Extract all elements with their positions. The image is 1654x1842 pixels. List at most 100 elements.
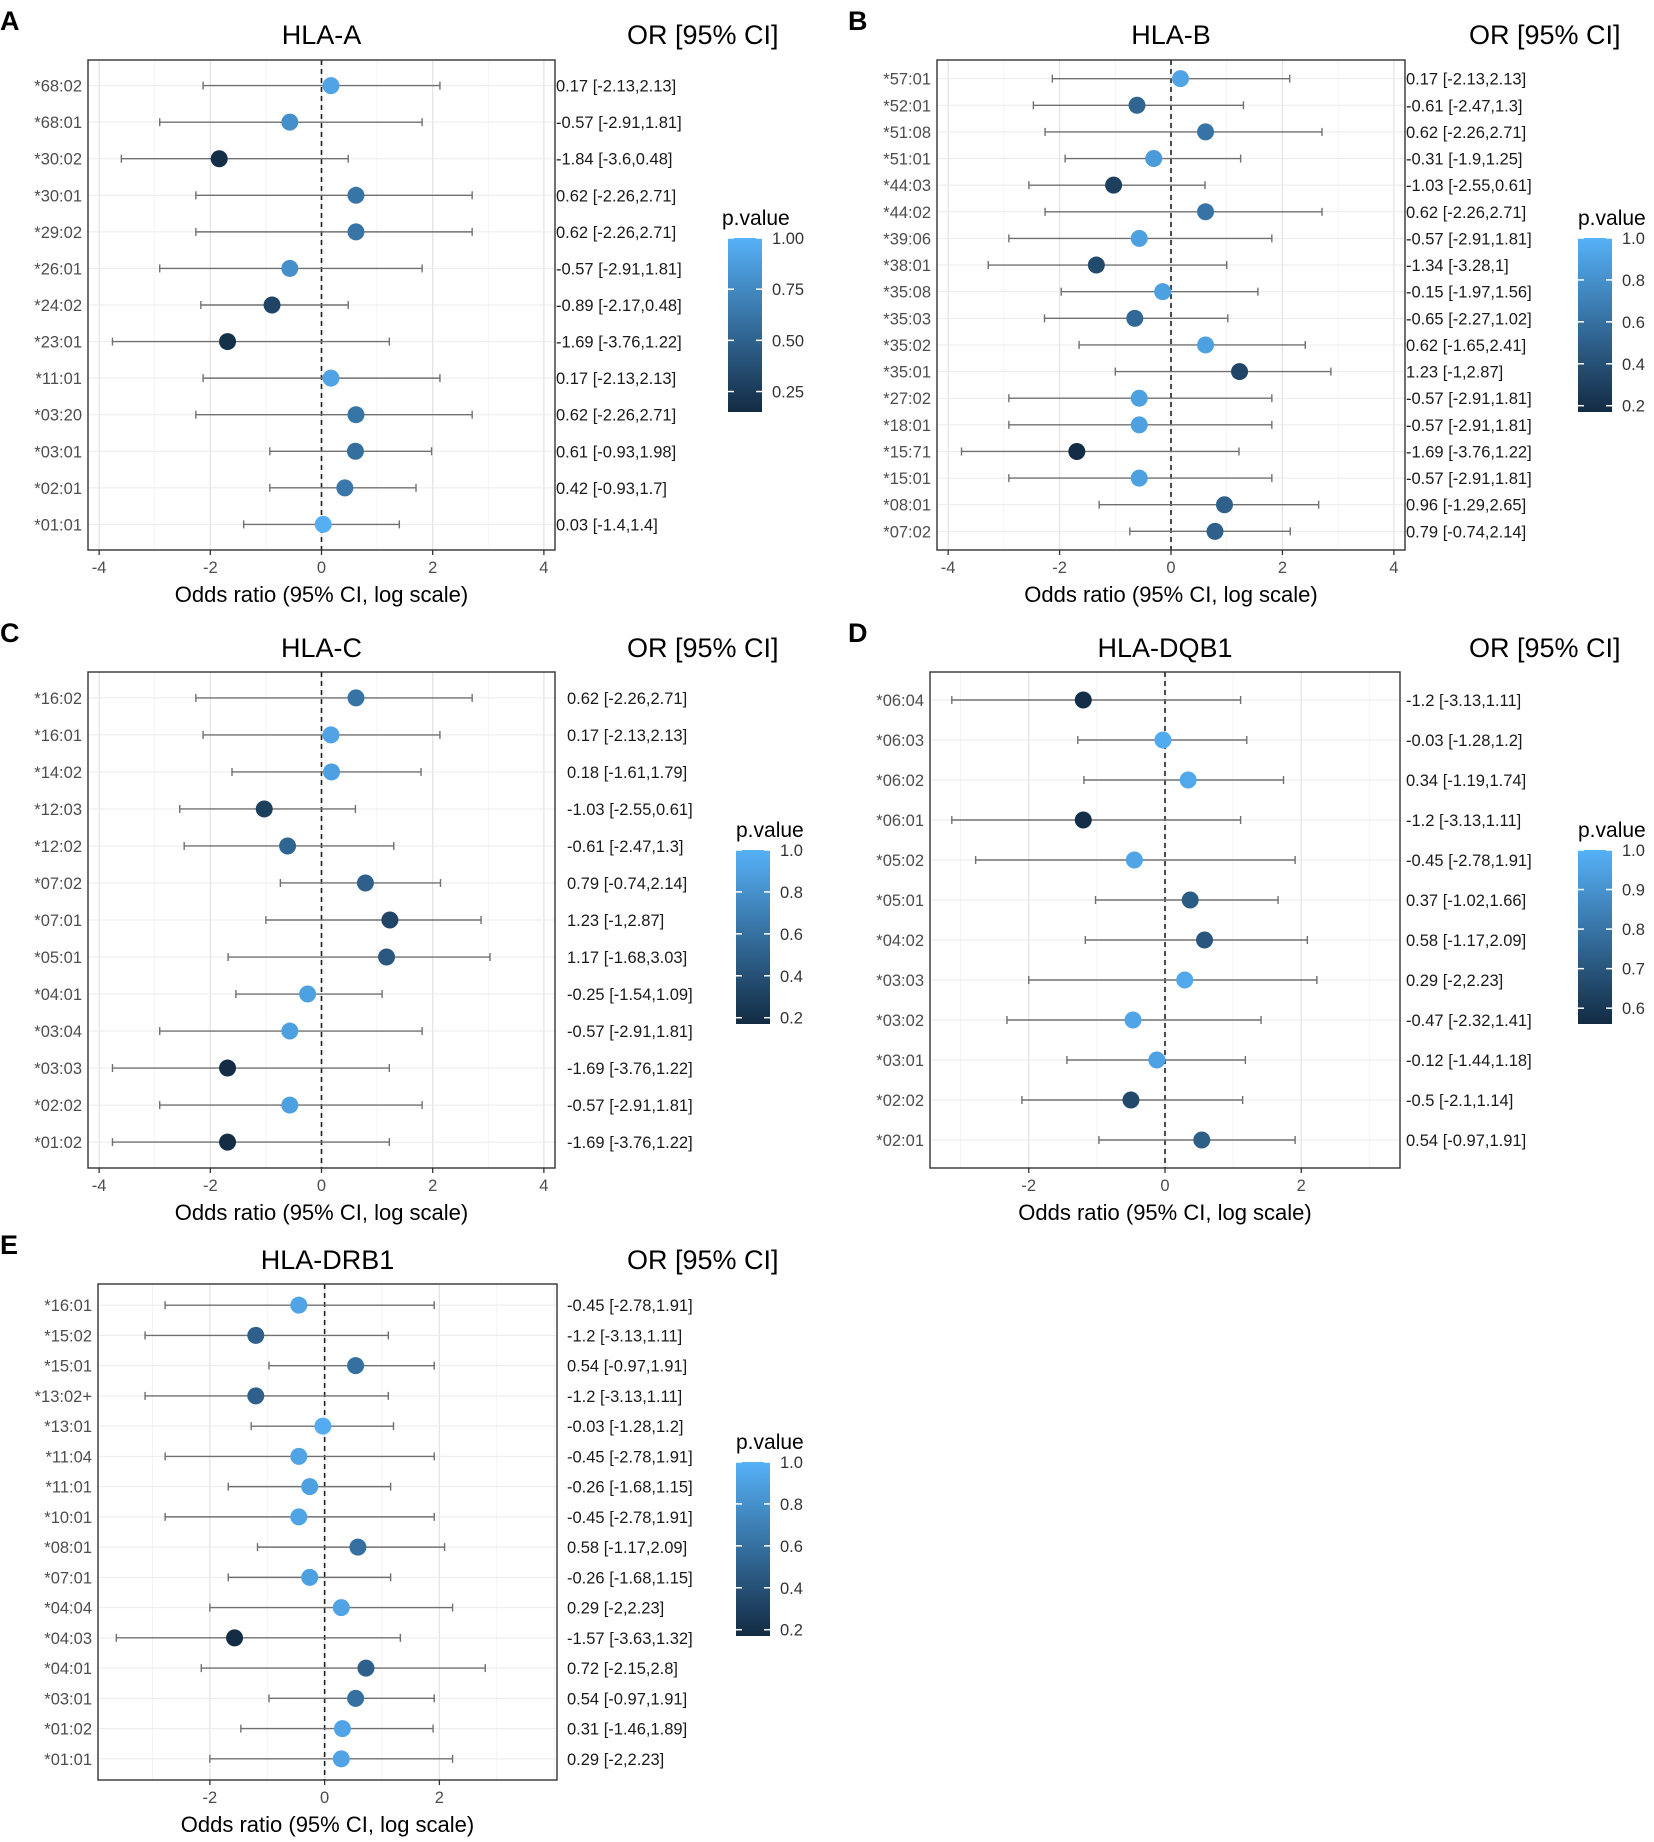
allele-label: *11:04	[46, 1448, 93, 1466]
x-tick-label: 2	[428, 1177, 437, 1195]
or-ci-label: -0.25 [-1.54,1.09]	[567, 986, 693, 1004]
allele-label: *02:01	[34, 480, 82, 498]
x-tick-label: -4	[941, 559, 956, 577]
allele-label: *06:03	[876, 732, 924, 750]
odds-ratio-point	[333, 1720, 351, 1738]
odds-ratio-point	[1068, 442, 1086, 460]
allele-label: *14:02	[34, 764, 82, 782]
allele-label: *24:02	[34, 297, 82, 315]
odds-ratio-point	[332, 1599, 350, 1617]
odds-ratio-point	[381, 911, 399, 929]
pvalue-colorbar	[736, 1462, 770, 1636]
odds-ratio-point	[263, 296, 281, 314]
colorbar-tick-label: 0.9	[1622, 882, 1645, 900]
allele-label: *03:01	[34, 443, 82, 461]
panel-b: B HLA-B OR [95% CI] *57:01 0.17 [-2.13,2.13]…	[848, 6, 1646, 607]
x-tick-label: 2	[428, 559, 437, 577]
odds-ratio-point	[1181, 891, 1199, 909]
allele-label: *06:01	[876, 812, 924, 830]
allele-label: *44:03	[883, 177, 931, 195]
x-tick-label: 2	[1278, 559, 1287, 577]
allele-label: *07:01	[44, 1569, 92, 1587]
or-ci-header: OR [95% CI]	[627, 20, 779, 50]
allele-label: *15:02	[44, 1327, 92, 1345]
or-ci-label: 0.17 [-2.13,2.13]	[567, 727, 687, 745]
or-ci-label: -1.2 [-3.13,1.11]	[567, 1327, 682, 1345]
odds-ratio-point	[1130, 416, 1148, 434]
or-ci-label: -0.57 [-2.91,1.81]	[1406, 470, 1532, 488]
x-tick-label: 0	[317, 559, 326, 577]
colorbar-tick-label: 0.6	[1622, 1000, 1645, 1018]
legend-title: p.value	[736, 1431, 804, 1454]
or-ci-label: 0.34 [-1.19,1.74]	[1406, 772, 1526, 790]
odds-ratio-point	[255, 800, 273, 818]
or-ci-label: 0.62 [-2.26,2.71]	[556, 224, 676, 242]
odds-ratio-point	[1148, 1051, 1166, 1069]
colorbar-tick-label: 0.6	[1622, 314, 1645, 332]
odds-ratio-point	[1154, 731, 1172, 749]
allele-label: *11:01	[36, 370, 83, 388]
allele-label: *52:01	[883, 97, 931, 115]
or-ci-label: 0.62 [-2.26,2.71]	[567, 690, 687, 708]
allele-label: *12:03	[34, 801, 82, 819]
or-ci-label: 0.79 [-0.74,2.14]	[567, 875, 687, 893]
or-ci-label: 0.62 [-2.26,2.71]	[1406, 124, 1526, 142]
or-ci-label: -0.03 [-1.28,1.2]	[1406, 732, 1523, 750]
or-ci-header: OR [95% CI]	[1469, 20, 1621, 50]
odds-ratio-point	[1074, 811, 1092, 829]
odds-ratio-point	[290, 1296, 308, 1314]
legend-title: p.value	[736, 819, 804, 842]
colorbar-tick-label: 0.25	[772, 384, 804, 402]
allele-label: *04:01	[34, 986, 82, 1004]
x-tick-label: -2	[1052, 559, 1067, 577]
panel-letter: A	[0, 6, 20, 36]
odds-ratio-point	[323, 763, 341, 781]
odds-ratio-point	[347, 186, 365, 204]
x-tick-label: 2	[435, 1789, 444, 1807]
allele-label: *27:02	[883, 390, 931, 408]
colorbar-tick-label: 0.75	[772, 281, 804, 299]
or-ci-label: -1.2 [-3.13,1.11]	[567, 1388, 682, 1406]
allele-label: *57:01	[883, 71, 931, 89]
panel-letter: D	[848, 618, 868, 648]
odds-ratio-point	[1197, 123, 1215, 141]
odds-ratio-point	[1196, 931, 1214, 949]
x-axis-label: Odds ratio (95% CI, log scale)	[1018, 1200, 1311, 1225]
allele-label: *04:01	[44, 1660, 92, 1678]
or-ci-label: 0.62 [-2.26,2.71]	[1406, 204, 1526, 222]
allele-label: *39:06	[883, 230, 931, 248]
pvalue-colorbar	[1578, 238, 1612, 412]
or-ci-header: OR [95% CI]	[1469, 633, 1621, 663]
odds-ratio-point	[301, 1568, 319, 1586]
or-ci-label: -0.15 [-1.97,1.56]	[1406, 284, 1532, 302]
odds-ratio-point	[347, 689, 365, 707]
colorbar-tick-label: 0.4	[780, 968, 803, 986]
allele-label: *12:02	[34, 838, 82, 856]
allele-label: *01:01	[34, 516, 82, 534]
or-ci-label: -1.69 [-3.76,1.22]	[556, 334, 682, 352]
colorbar-tick-label: 0.2	[780, 1622, 803, 1640]
allele-label: *16:02	[34, 690, 82, 708]
allele-label: *51:08	[883, 124, 931, 142]
odds-ratio-point	[314, 515, 332, 533]
allele-label: *13:01	[44, 1418, 92, 1436]
x-tick-label: 0	[320, 1789, 329, 1807]
allele-label: *35:03	[883, 310, 931, 328]
odds-ratio-point	[210, 150, 228, 168]
x-tick-label: -4	[92, 559, 107, 577]
odds-ratio-point	[1215, 496, 1233, 514]
odds-ratio-point	[1122, 1091, 1140, 1109]
or-ci-label: 0.62 [-1.65,2.41]	[1406, 337, 1526, 355]
odds-ratio-point	[247, 1387, 265, 1405]
allele-label: *06:02	[876, 772, 924, 790]
x-tick-label: -2	[1021, 1177, 1036, 1195]
or-ci-label: -0.26 [-1.68,1.15]	[567, 1479, 693, 1497]
odds-ratio-point	[219, 1059, 237, 1077]
allele-label: *10:01	[44, 1509, 92, 1527]
or-ci-label: -1.03 [-2.55,0.61]	[1406, 177, 1532, 195]
or-ci-label: -0.12 [-1.44,1.18]	[1406, 1052, 1532, 1070]
allele-label: *05:01	[876, 892, 924, 910]
or-ci-label: 0.54 [-0.97,1.91]	[567, 1358, 687, 1376]
panel-title: HLA-DQB1	[1097, 633, 1232, 663]
odds-ratio-point	[1124, 1011, 1142, 1029]
